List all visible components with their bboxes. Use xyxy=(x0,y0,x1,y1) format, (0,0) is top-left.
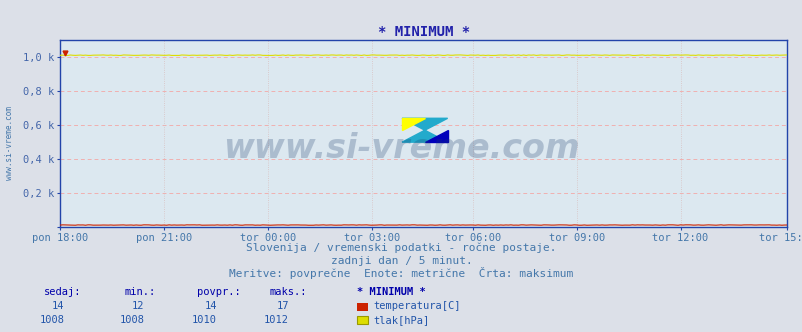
Text: 1012: 1012 xyxy=(264,315,289,325)
Text: maks.:: maks.: xyxy=(269,288,306,297)
Text: tlak[hPa]: tlak[hPa] xyxy=(373,315,429,325)
Title: * MINIMUM *: * MINIMUM * xyxy=(377,25,469,39)
Text: temperatura[C]: temperatura[C] xyxy=(373,301,460,311)
Text: Meritve: povprečne  Enote: metrične  Črta: maksimum: Meritve: povprečne Enote: metrične Črta:… xyxy=(229,267,573,279)
Text: zadnji dan / 5 minut.: zadnji dan / 5 minut. xyxy=(330,256,472,266)
Text: sedaj:: sedaj: xyxy=(44,288,82,297)
Text: www.si-vreme.com: www.si-vreme.com xyxy=(5,106,14,180)
Text: 1010: 1010 xyxy=(192,315,217,325)
Text: Slovenija / vremenski podatki - ročne postaje.: Slovenija / vremenski podatki - ročne po… xyxy=(246,242,556,253)
Text: * MINIMUM *: * MINIMUM * xyxy=(357,288,426,297)
Text: www.si-vreme.com: www.si-vreme.com xyxy=(223,132,579,165)
Text: 12: 12 xyxy=(132,301,144,311)
Text: 14: 14 xyxy=(204,301,217,311)
Text: 17: 17 xyxy=(276,301,289,311)
Polygon shape xyxy=(402,118,447,142)
Polygon shape xyxy=(424,130,447,142)
Polygon shape xyxy=(402,118,424,130)
Text: min.:: min.: xyxy=(124,288,156,297)
Text: 1008: 1008 xyxy=(119,315,144,325)
Text: 1008: 1008 xyxy=(39,315,64,325)
Text: povpr.:: povpr.: xyxy=(196,288,240,297)
Text: 14: 14 xyxy=(51,301,64,311)
